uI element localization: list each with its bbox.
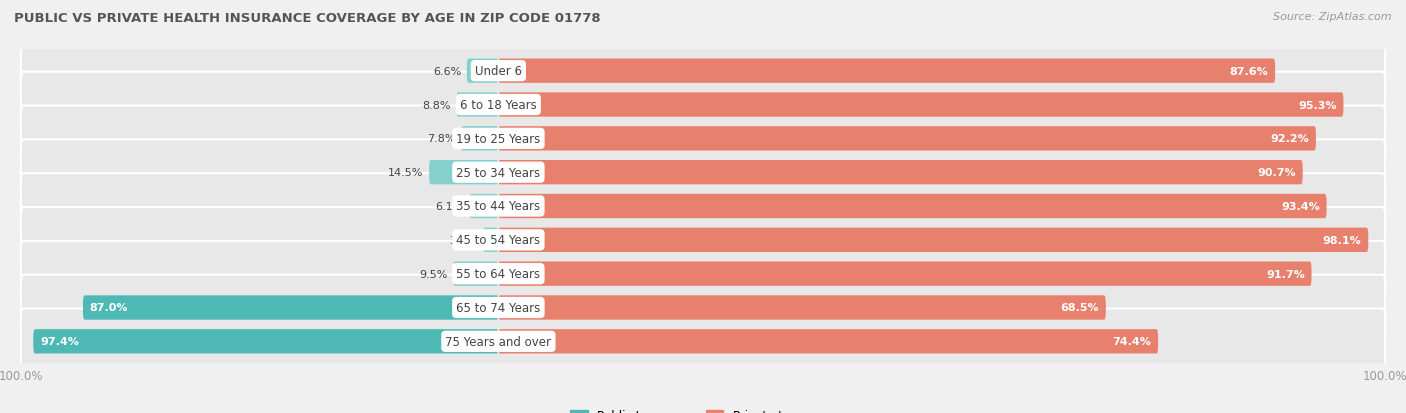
FancyBboxPatch shape bbox=[498, 195, 1327, 218]
Text: 6.6%: 6.6% bbox=[433, 66, 461, 76]
Text: 6.1%: 6.1% bbox=[436, 202, 464, 211]
Text: 7.8%: 7.8% bbox=[427, 134, 456, 144]
FancyBboxPatch shape bbox=[498, 296, 1105, 320]
Text: 19 to 25 Years: 19 to 25 Years bbox=[456, 133, 540, 145]
Text: 14.5%: 14.5% bbox=[388, 168, 423, 178]
Text: 98.1%: 98.1% bbox=[1323, 235, 1361, 245]
Text: 65 to 74 Years: 65 to 74 Years bbox=[456, 301, 540, 314]
FancyBboxPatch shape bbox=[21, 106, 1385, 172]
Text: 68.5%: 68.5% bbox=[1060, 303, 1099, 313]
Text: 75 Years and over: 75 Years and over bbox=[446, 335, 551, 348]
FancyBboxPatch shape bbox=[498, 329, 1159, 354]
Text: 97.4%: 97.4% bbox=[41, 337, 79, 347]
Text: 9.5%: 9.5% bbox=[419, 269, 447, 279]
Text: 93.4%: 93.4% bbox=[1281, 202, 1320, 211]
Text: 6 to 18 Years: 6 to 18 Years bbox=[460, 99, 537, 112]
FancyBboxPatch shape bbox=[21, 309, 1385, 374]
Legend: Public Insurance, Private Insurance: Public Insurance, Private Insurance bbox=[565, 404, 841, 413]
FancyBboxPatch shape bbox=[498, 262, 1312, 286]
Text: 92.2%: 92.2% bbox=[1271, 134, 1309, 144]
Text: 74.4%: 74.4% bbox=[1112, 337, 1152, 347]
Text: Under 6: Under 6 bbox=[475, 65, 522, 78]
FancyBboxPatch shape bbox=[21, 241, 1385, 307]
FancyBboxPatch shape bbox=[21, 207, 1385, 273]
FancyBboxPatch shape bbox=[470, 195, 498, 218]
FancyBboxPatch shape bbox=[498, 161, 1302, 185]
FancyBboxPatch shape bbox=[467, 59, 498, 84]
FancyBboxPatch shape bbox=[453, 262, 498, 286]
Text: 95.3%: 95.3% bbox=[1298, 100, 1337, 110]
Text: 91.7%: 91.7% bbox=[1265, 269, 1305, 279]
Text: Source: ZipAtlas.com: Source: ZipAtlas.com bbox=[1274, 12, 1392, 22]
FancyBboxPatch shape bbox=[498, 127, 1316, 151]
FancyBboxPatch shape bbox=[461, 127, 498, 151]
Text: 87.0%: 87.0% bbox=[90, 303, 128, 313]
Text: 3.2%: 3.2% bbox=[450, 235, 478, 245]
Text: 35 to 44 Years: 35 to 44 Years bbox=[457, 200, 540, 213]
Text: 87.6%: 87.6% bbox=[1230, 66, 1268, 76]
FancyBboxPatch shape bbox=[21, 39, 1385, 104]
FancyBboxPatch shape bbox=[484, 228, 498, 252]
FancyBboxPatch shape bbox=[34, 329, 498, 354]
FancyBboxPatch shape bbox=[21, 140, 1385, 206]
FancyBboxPatch shape bbox=[429, 161, 498, 185]
Text: 90.7%: 90.7% bbox=[1257, 168, 1296, 178]
Text: 25 to 34 Years: 25 to 34 Years bbox=[457, 166, 540, 179]
Text: 8.8%: 8.8% bbox=[422, 100, 451, 110]
Text: 45 to 54 Years: 45 to 54 Years bbox=[457, 234, 540, 247]
FancyBboxPatch shape bbox=[21, 73, 1385, 138]
FancyBboxPatch shape bbox=[498, 59, 1275, 84]
Text: 55 to 64 Years: 55 to 64 Years bbox=[457, 268, 540, 280]
FancyBboxPatch shape bbox=[498, 228, 1368, 252]
Text: PUBLIC VS PRIVATE HEALTH INSURANCE COVERAGE BY AGE IN ZIP CODE 01778: PUBLIC VS PRIVATE HEALTH INSURANCE COVER… bbox=[14, 12, 600, 25]
FancyBboxPatch shape bbox=[83, 296, 498, 320]
FancyBboxPatch shape bbox=[457, 93, 498, 117]
FancyBboxPatch shape bbox=[498, 93, 1344, 117]
FancyBboxPatch shape bbox=[21, 275, 1385, 340]
FancyBboxPatch shape bbox=[21, 174, 1385, 239]
